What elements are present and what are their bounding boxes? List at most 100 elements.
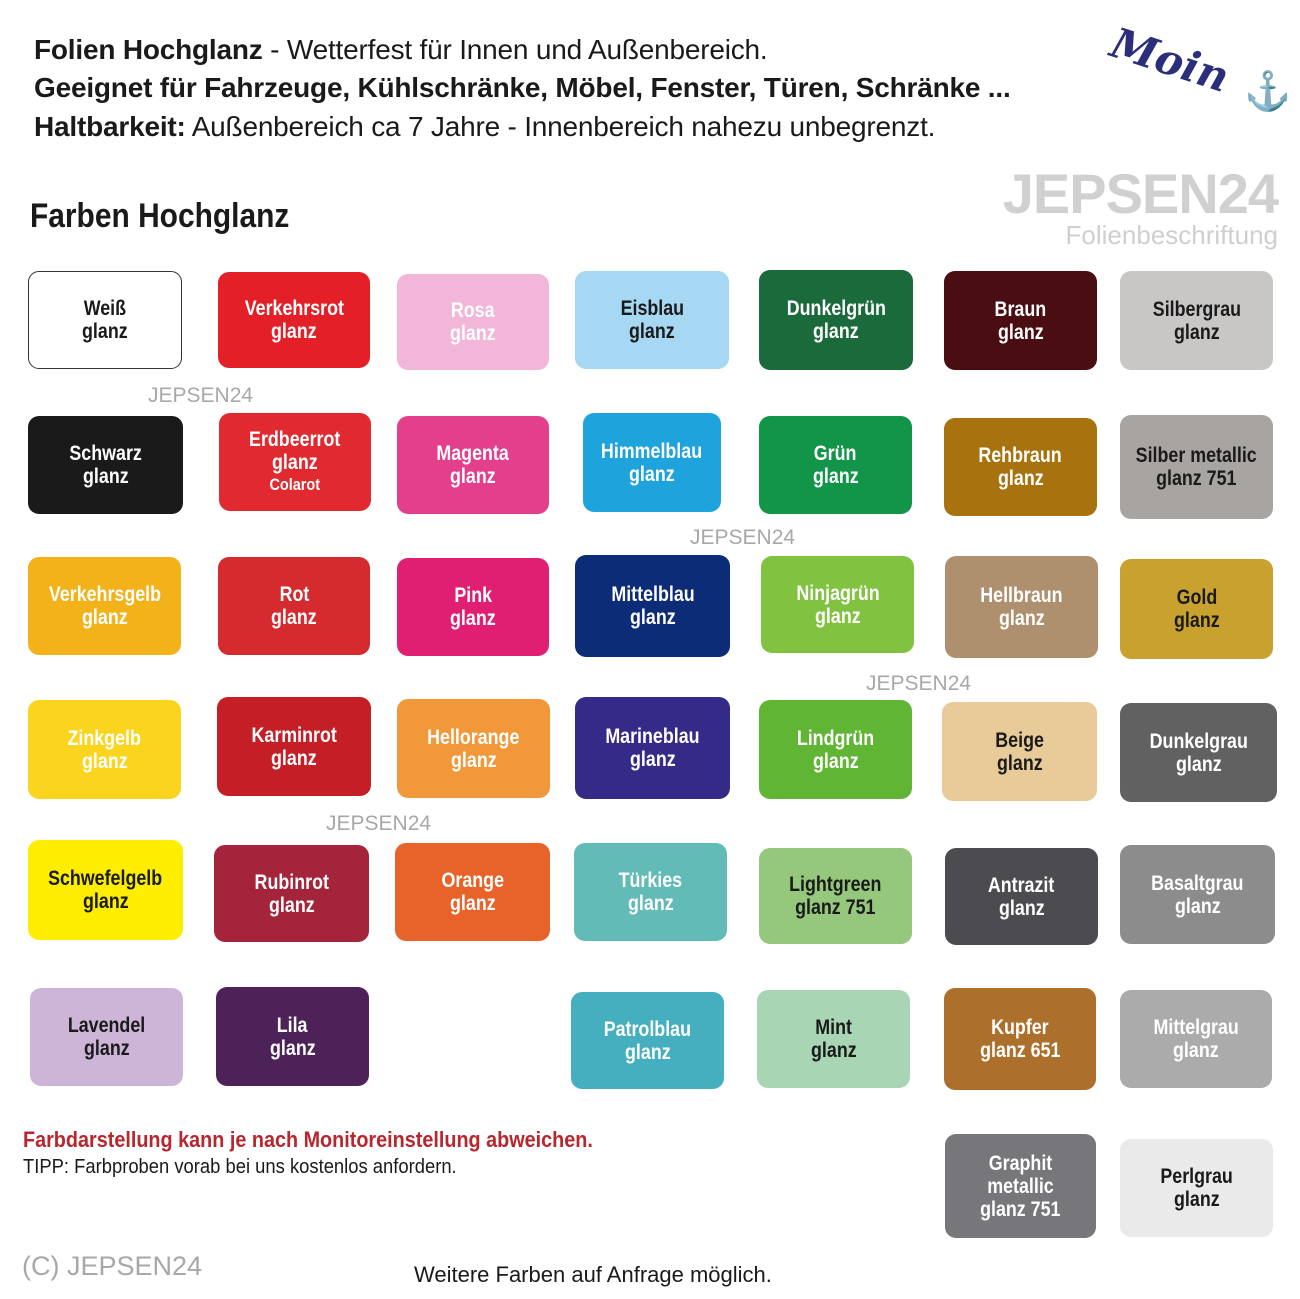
swatch-label: glanz [810,1039,857,1062]
swatch-label: Rosa [451,299,495,322]
swatch-mint: Mint glanz [757,990,910,1088]
swatch-label: Beige [995,728,1044,752]
swatch-perlgrau: Perlgrau glanz [1120,1139,1273,1237]
swatch-label: glanz [450,607,496,630]
swatch-label: glanz [449,892,496,915]
headline-1-rest: - Wetterfest für Innen und Außenbereich. [262,34,768,65]
swatch-label: glanz [629,462,675,486]
swatch-label: Hellbraun [980,584,1063,607]
swatch-label: Dunkelgrün [786,297,886,320]
swatch-label: Gold [1176,586,1217,609]
swatch-label: glanz [450,322,496,345]
swatch-label: glanz [271,320,317,343]
watermark: JEPSEN24 [326,812,432,835]
swatch-label: Ninjagrün [795,581,880,605]
moin-logo: Moin [1104,18,1236,102]
swatch-label: Magenta [436,442,510,465]
watermark: JEPSEN24 [866,672,972,695]
swatch-label: Hellorange [427,725,520,749]
swatch-label: Rehbraun [978,444,1063,467]
swatch-grün: Grün glanz [759,416,912,514]
swatch-kupfer: Kupfer glanz 651 [944,988,1096,1090]
swatch-label: Perlgrau [1160,1165,1233,1188]
swatch-label: glanz [1173,320,1220,344]
swatch-label: glanz [998,896,1045,920]
swatch-beige: Beige glanz [942,702,1097,801]
swatch-lila: Lila glanz [216,987,369,1086]
swatch-label: Schwefelgelb [48,867,163,890]
swatch-mittelgrau: Mittelgrau glanz [1120,990,1272,1088]
swatch-label: glanz [271,606,317,629]
swatch-himmelblau: Himmelblau glanz [583,413,721,512]
swatch-label: Mittelblau [610,583,695,606]
swatch-label: glanz [82,465,129,488]
swatch-erdbeerrot: Erdbeerrot glanz Colarot [219,413,371,511]
swatch-label: Silbergrau [1152,297,1241,321]
swatch-schwarz: Schwarz glanz [28,416,183,514]
swatch-label: glanz [450,465,496,488]
sample-tip: TIPP: Farbproben vorab bei uns kostenlos… [23,1156,457,1178]
swatch-dunkelgrün: Dunkelgrün glanz [759,270,913,370]
swatch-karminrot: Karminrot glanz [217,697,371,796]
swatch-label: Türkies [618,869,683,892]
swatch-label: glanz [269,1036,316,1060]
swatch-label: Weiß [83,297,127,320]
swatch-magenta: Magenta glanz [397,416,549,514]
swatch-label: glanz [629,748,676,771]
headline-3-bold: Haltbarkeit: [34,111,186,142]
brand-subtitle: Folienbeschriftung [1065,220,1278,250]
swatch-label: Erdbeerrot [249,428,341,451]
headline-1: Folien Hochglanz - Wetterfest für Innen … [34,34,768,66]
swatch-dunkelgrau: Dunkelgrau glanz [1120,703,1277,802]
swatch-label: Lindgrün [796,726,875,750]
swatch-label: Braun [994,297,1047,321]
swatch-label: glanz [812,749,859,773]
swatch-label: Verkehrsrot [244,297,344,320]
swatch-rosa: Rosa glanz [397,274,549,370]
swatch-rubinrot: Rubinrot glanz [214,845,369,942]
swatch-marineblau: Marineblau glanz [575,697,730,799]
swatch-label: glanz [627,892,674,915]
swatch-label: Lightgreen [789,873,882,896]
swatch-label: glanz [1173,1039,1219,1062]
swatch-label: glanz 751 [1156,467,1237,490]
swatch-label: Dunkelgrau [1149,729,1248,753]
swatch-label: Rubinrot [254,870,329,894]
swatch-label: Eisblau [620,297,684,320]
swatch-türkies: Türkies glanz [574,843,727,941]
swatch-schwefelgelb: Schwefelgelb glanz [28,840,183,940]
swatch-antrazit: Antrazit glanz [945,848,1098,945]
brand-name: JEPSEN24 [1002,162,1279,225]
swatch-label: glanz [997,467,1044,490]
swatch-label: Orange [441,869,504,892]
swatch-label: glanz [998,607,1045,630]
swatch-silber-metallic: Silber metallic glanz 751 [1120,415,1273,519]
swatch-label: glanz [81,749,128,773]
color-warning: Farbdarstellung kann je nach Monitoreins… [23,1127,593,1152]
swatch-label: glanz [1173,609,1220,632]
swatch-rot: Rot glanz [218,557,370,655]
swatch-label: glanz [813,320,859,343]
swatch-eisblau: Eisblau glanz [575,271,729,369]
swatch-label: glanz [629,320,675,343]
swatch-orange: Orange glanz [395,843,550,941]
swatch-label: Schwarz [69,442,142,465]
headline-2: Geeignet für Fahrzeuge, Kühlschränke, Mö… [34,72,1011,103]
swatch-label: Basaltgrau [1151,871,1244,895]
swatch-rehbraun: Rehbraun glanz [944,418,1097,516]
swatch-lightgreen: Lightgreen glanz 751 [759,848,912,944]
swatch-silbergrau: Silbergrau glanz [1120,271,1273,370]
swatch-label: glanz [271,746,317,770]
swatch-label: Verkehrsgelb [48,583,161,606]
headline-3-rest: Außenbereich ca 7 Jahre - Innenbereich n… [185,111,936,142]
swatch-label: glanz 651 [979,1039,1061,1062]
swatch-label: glanz [268,893,315,917]
swatch-label: glanz [812,465,859,488]
section-title: Farben Hochglanz [30,197,290,235]
swatch-label: glanz 751 [980,1197,1061,1221]
swatch-basaltgrau: Basaltgrau glanz [1120,845,1275,944]
swatch-label: glanz [996,751,1043,775]
swatch-label: Mittelgrau [1153,1016,1239,1039]
swatch-label: glanz [1174,894,1221,918]
